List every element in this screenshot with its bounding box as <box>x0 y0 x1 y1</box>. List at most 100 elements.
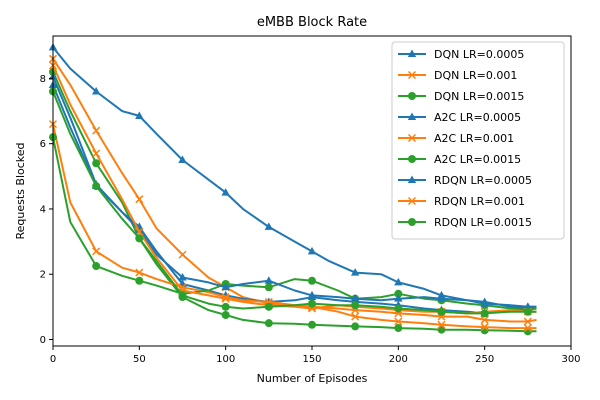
y-tick-label: 2 <box>40 270 46 281</box>
data-point <box>264 283 273 292</box>
data-point <box>307 290 317 299</box>
data-point <box>480 323 489 332</box>
data-point <box>480 309 489 318</box>
data-point <box>92 126 101 135</box>
legend: DQN LR=0.0005 DQN LR=0.001 DQN LR=0.0015 A2… <box>391 41 565 240</box>
legend-marker <box>408 218 416 226</box>
data-point <box>92 247 101 256</box>
legend-label: A2C LR=0.0015 <box>434 153 521 166</box>
legend-box <box>391 41 565 240</box>
data-point <box>91 86 101 95</box>
data-point <box>523 307 532 316</box>
data-point <box>264 276 274 284</box>
x-tick-label: 50 <box>133 354 146 365</box>
legend-label: RDQN LR=0.0005 <box>434 174 532 187</box>
data-point <box>437 320 446 329</box>
legend-marker <box>407 196 417 206</box>
data-point <box>221 311 230 319</box>
y-axis-label: Requests Blocked <box>14 142 27 239</box>
legend-label: A2C LR=0.001 <box>434 132 514 145</box>
data-point <box>523 302 533 310</box>
legend-marker <box>407 133 417 143</box>
data-point <box>135 225 144 234</box>
data-point <box>523 317 532 326</box>
data-point <box>307 246 317 255</box>
data-point <box>92 262 101 271</box>
data-point <box>394 289 403 298</box>
data-point <box>221 282 230 291</box>
series-9 <box>49 87 537 318</box>
y-axis: 0 2 4 6 8 <box>40 74 53 346</box>
x-tick-label: 0 <box>50 354 56 365</box>
data-point <box>178 283 187 292</box>
legend-entry: RDQN LR=0.0015 <box>398 216 532 229</box>
data-point <box>135 111 144 119</box>
data-point <box>394 294 403 302</box>
legend-entry: DQN LR=0.0015 <box>398 90 524 103</box>
series-line <box>52 123 537 330</box>
data-point <box>135 195 144 204</box>
legend-entry: RDQN LR=0.001 <box>398 195 525 208</box>
y-tick-label: 6 <box>40 139 46 150</box>
legend-label: DQN LR=0.0005 <box>434 48 524 61</box>
data-point <box>394 304 403 313</box>
legend-entry: A2C LR=0.0015 <box>398 153 521 166</box>
data-point <box>350 268 360 276</box>
legend-entry: A2C LR=0.001 <box>398 132 514 145</box>
data-point <box>394 317 403 326</box>
data-point <box>92 159 101 168</box>
data-point <box>178 272 187 281</box>
data-point <box>92 149 101 158</box>
y-tick-label: 8 <box>40 74 46 85</box>
x-axis-label: Number of Episodes <box>257 372 368 385</box>
series-line <box>52 91 537 315</box>
legend-label: DQN LR=0.0015 <box>434 90 524 103</box>
data-point <box>264 222 274 230</box>
x-tick-label: 250 <box>475 354 494 365</box>
data-point <box>351 301 360 310</box>
data-point <box>178 250 187 259</box>
x-tick-label: 200 <box>389 354 408 365</box>
data-point <box>135 234 144 243</box>
legend-marker <box>408 92 416 100</box>
legend-marker <box>407 49 417 57</box>
data-point <box>350 294 360 302</box>
data-point <box>523 324 532 333</box>
legend-entry: A2C LR=0.0005 <box>398 111 521 124</box>
data-point <box>221 188 230 196</box>
x-tick-label: 150 <box>302 354 321 365</box>
legend-marker <box>407 112 417 120</box>
legend-marker <box>407 175 417 183</box>
data-point <box>178 155 187 163</box>
data-point <box>135 268 144 277</box>
data-point <box>264 319 273 328</box>
legend-entry: DQN LR=0.001 <box>398 69 517 82</box>
data-point <box>351 312 360 321</box>
legend-entry: DQN LR=0.0005 <box>398 48 524 61</box>
legend-label: A2C LR=0.0005 <box>434 111 521 124</box>
data-point <box>394 324 403 333</box>
data-point <box>351 322 360 331</box>
data-point <box>221 302 230 311</box>
legend-marker <box>407 70 417 80</box>
data-point <box>135 227 144 236</box>
x-axis: 0 50 100 150 200 250 300 <box>50 346 581 365</box>
chart-title: eMBB Block Rate <box>257 15 367 30</box>
data-point <box>221 294 230 303</box>
x-tick-label: 300 <box>561 354 580 365</box>
legend-label: RDQN LR=0.0015 <box>434 216 532 229</box>
data-point <box>394 277 403 286</box>
data-point <box>437 294 446 302</box>
data-point <box>437 307 446 316</box>
y-tick-label: 4 <box>40 204 46 215</box>
data-point <box>92 182 101 191</box>
legend-entry: RDQN LR=0.0005 <box>398 174 532 187</box>
data-point <box>480 299 489 307</box>
data-point <box>264 302 273 311</box>
legend-label: RDQN LR=0.001 <box>434 195 525 208</box>
y-tick-label: 0 <box>40 335 46 346</box>
data-point <box>178 291 187 300</box>
data-point <box>308 276 316 285</box>
x-tick-label: 100 <box>216 354 235 365</box>
